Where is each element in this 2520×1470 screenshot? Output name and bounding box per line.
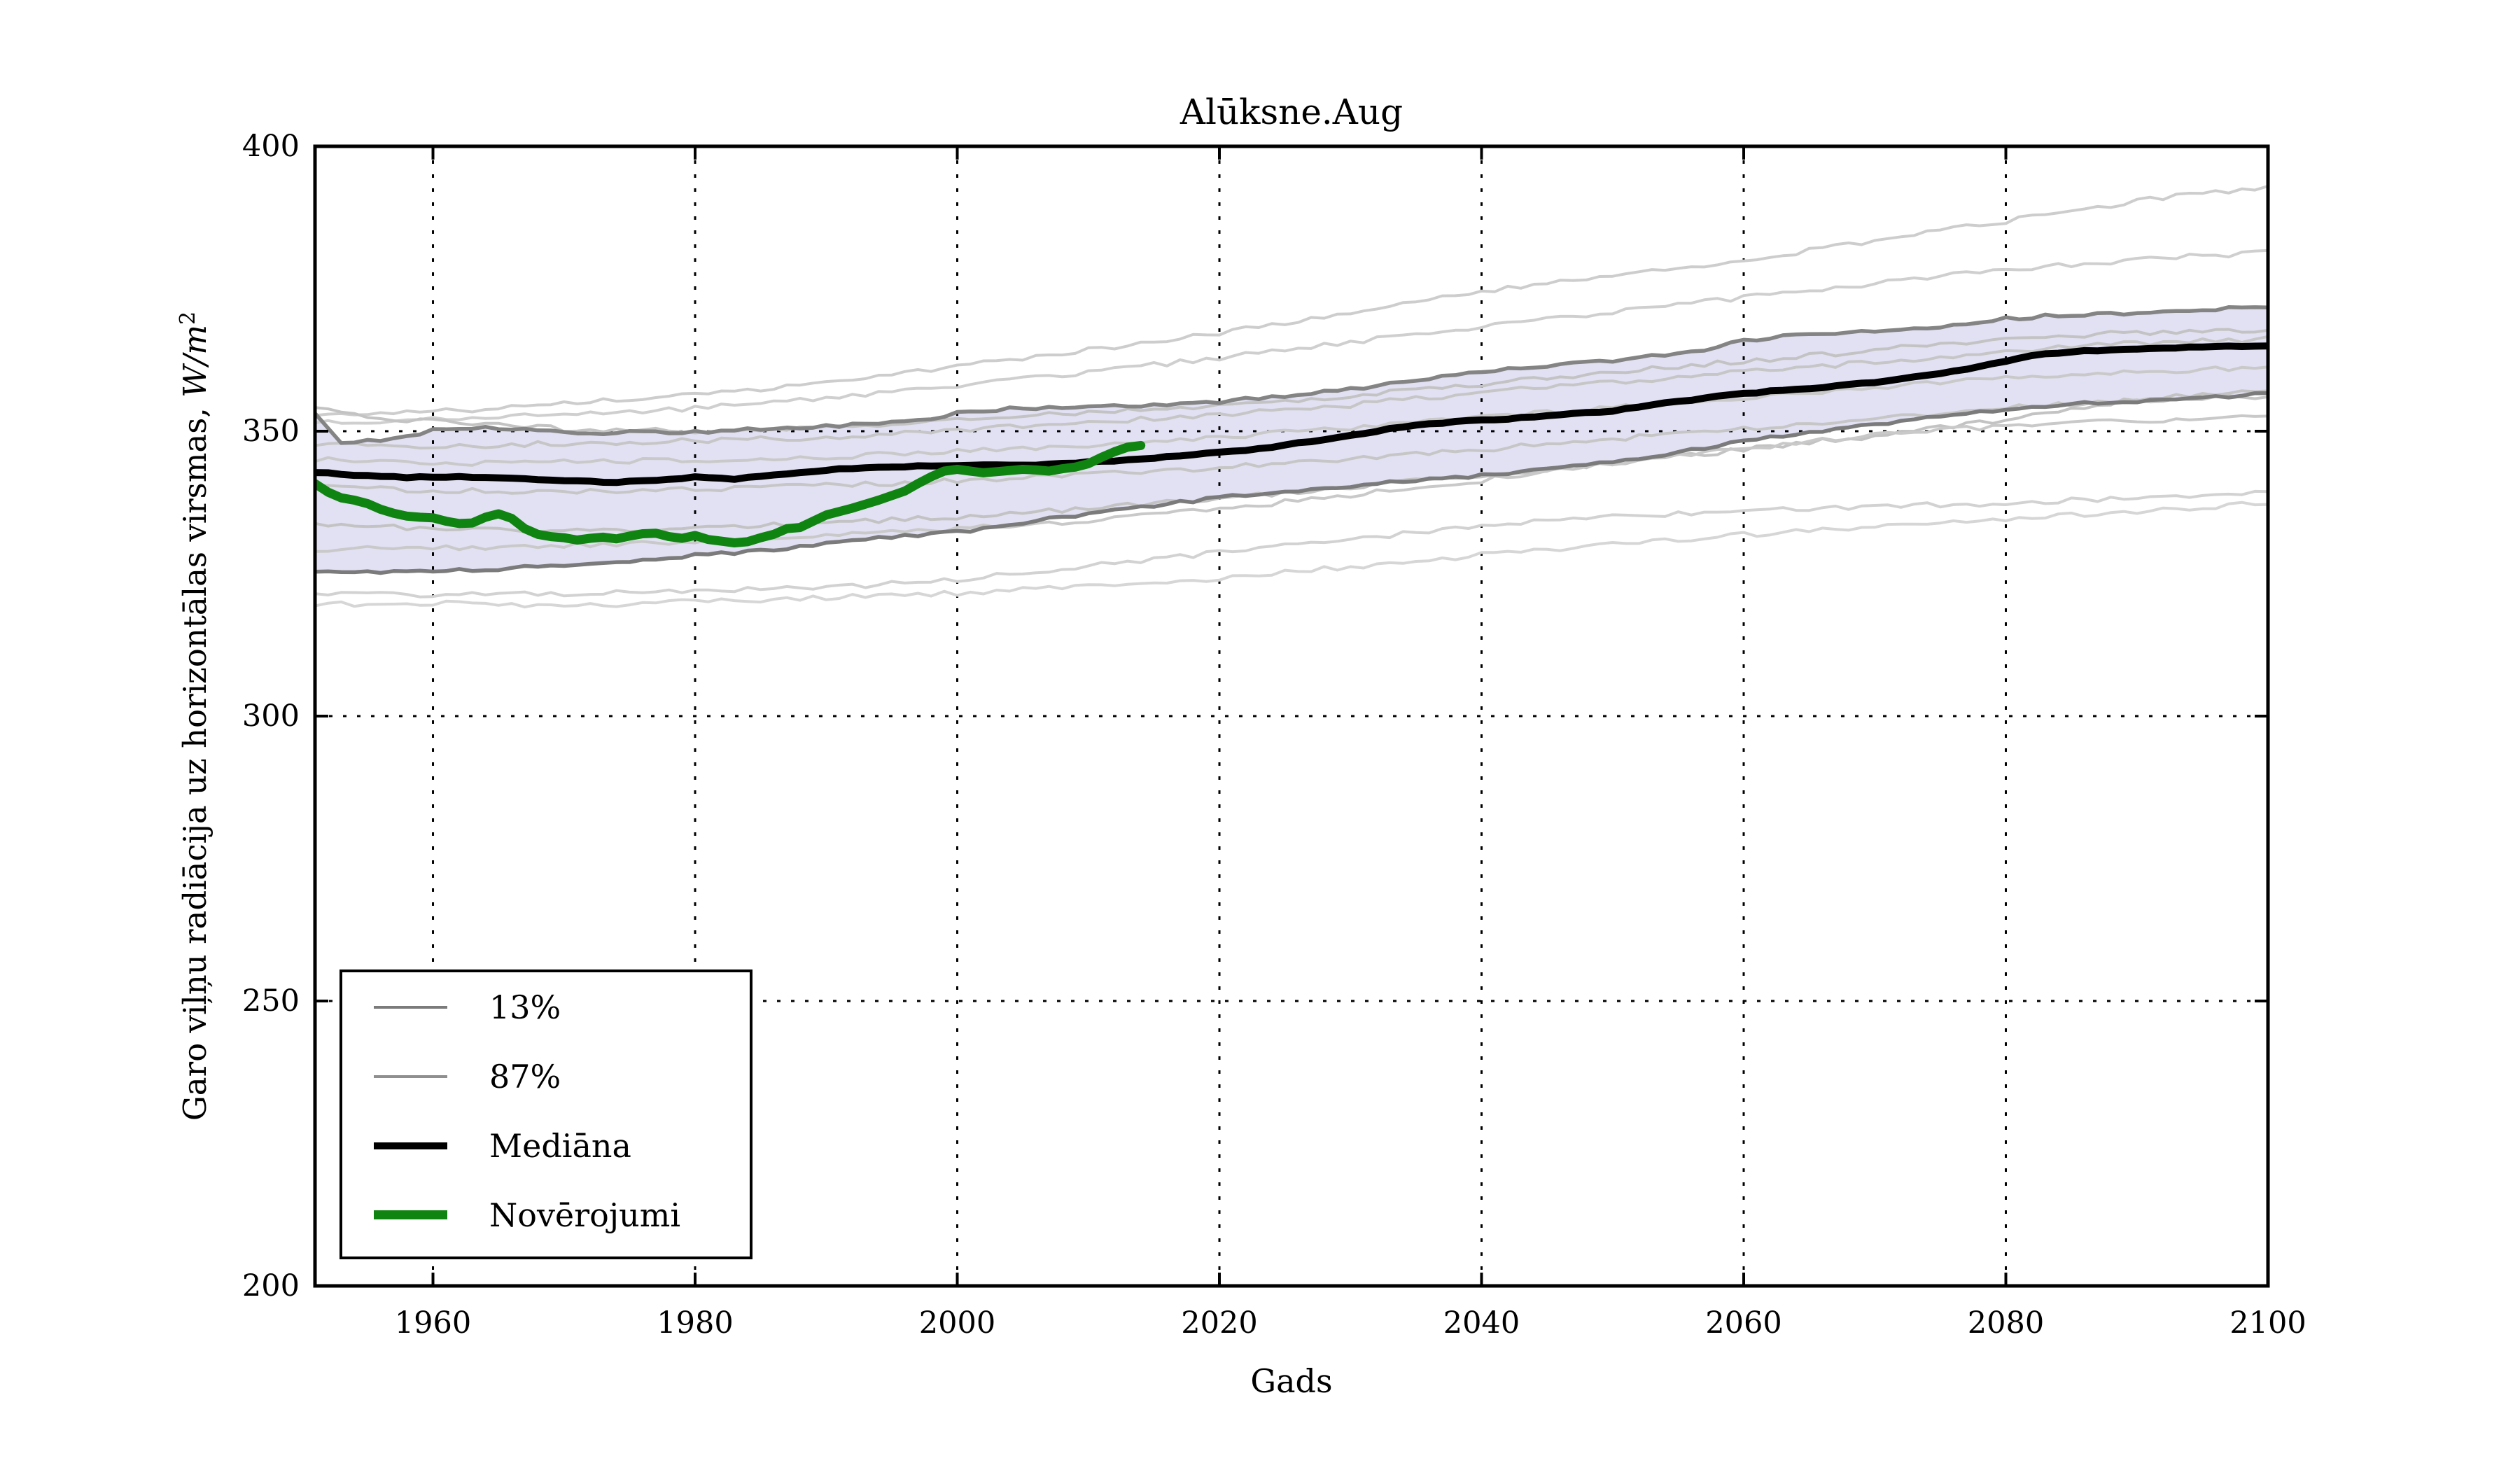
y-tick-label-200: 200 bbox=[241, 1268, 300, 1303]
x-axis-label: Gads bbox=[1250, 1362, 1333, 1400]
legend: 13% 87% Mediāna Novērojumi bbox=[340, 969, 752, 1259]
legend-line-swatch bbox=[374, 1074, 447, 1078]
y-tick-label-250: 250 bbox=[241, 983, 300, 1018]
y-axis-label-text: Garo viļņu radiācija uz horizontālas vir… bbox=[176, 398, 214, 1121]
legend-entry: Mediāna bbox=[342, 1111, 750, 1180]
series-member-6-line bbox=[315, 394, 2268, 495]
legend-line-swatch bbox=[374, 1210, 447, 1219]
series-member-10-line bbox=[315, 500, 2268, 609]
x-tick-label-2040: 2040 bbox=[1443, 1306, 1520, 1340]
series-member-5-line bbox=[315, 365, 2268, 467]
legend-entry-label: 13% bbox=[489, 988, 561, 1026]
series-p13-line bbox=[315, 391, 2268, 575]
legend-entry: Novērojumi bbox=[342, 1180, 750, 1250]
legend-entry: 87% bbox=[342, 1042, 750, 1111]
legend-entry-label: 87% bbox=[489, 1057, 561, 1096]
chart-title: Alūksne.Aug bbox=[1180, 92, 1404, 132]
percentile-band-fill bbox=[315, 307, 2268, 573]
y-tick-label-400: 400 bbox=[241, 129, 300, 164]
x-tick-label-2080: 2080 bbox=[1967, 1306, 2045, 1340]
y-tick-label-350: 350 bbox=[241, 414, 300, 449]
y-tick-label-300: 300 bbox=[241, 699, 300, 734]
x-tick-label-2000: 2000 bbox=[918, 1306, 996, 1340]
legend-rows: 13% 87% Mediāna Novērojumi bbox=[342, 972, 750, 1250]
series-member-1-line bbox=[315, 184, 2268, 417]
y-axis-label-sup: 2 bbox=[176, 311, 200, 325]
series-member-4-line bbox=[315, 335, 2268, 450]
y-axis-label: Garo viļņu radiācija uz horizontālas vir… bbox=[176, 312, 214, 1121]
x-tick-label-1980: 1980 bbox=[657, 1306, 734, 1340]
legend-line-swatch bbox=[374, 1142, 447, 1149]
series-median-line bbox=[315, 342, 2268, 486]
legend-entry: 13% bbox=[342, 972, 750, 1042]
x-tick-label-2060: 2060 bbox=[1705, 1306, 1782, 1340]
legend-line-swatch bbox=[374, 1005, 447, 1009]
x-tick-label-2020: 2020 bbox=[1181, 1306, 1258, 1340]
series-member-2-line bbox=[315, 248, 2268, 425]
y-axis-label-math: W/m bbox=[176, 324, 214, 398]
series-observations-line bbox=[315, 440, 1146, 547]
series-p87-line bbox=[315, 305, 2268, 445]
legend-entry-label: Novērojumi bbox=[489, 1196, 681, 1234]
x-tick-label-1960: 1960 bbox=[394, 1306, 472, 1340]
legend-entry-label: Mediāna bbox=[489, 1126, 631, 1165]
series-member-8-line bbox=[315, 414, 2268, 553]
x-tick-label-2100: 2100 bbox=[2230, 1306, 2306, 1340]
series-member-9-line bbox=[315, 489, 2268, 598]
